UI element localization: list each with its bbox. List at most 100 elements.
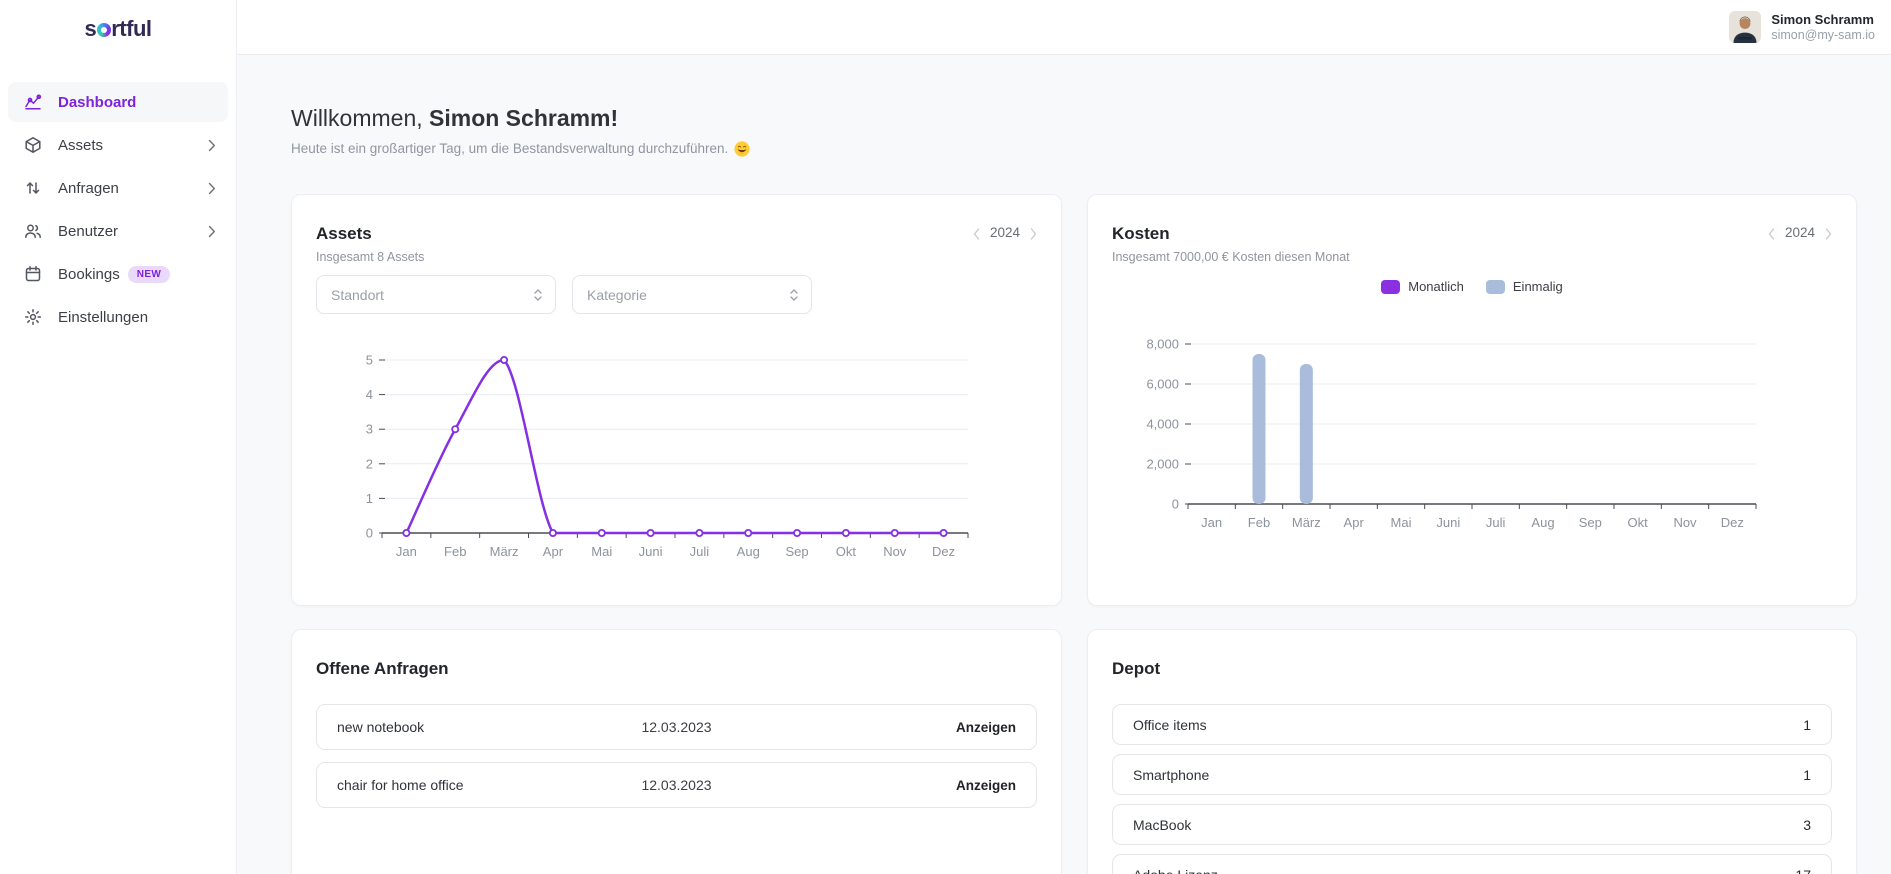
assets-year-nav: 2024: [973, 225, 1037, 240]
sidebar-item-label: Assets: [58, 136, 104, 154]
svg-text:2: 2: [366, 456, 373, 471]
welcome-user-name: Simon Schramm!: [429, 105, 619, 131]
arrows-up-down-icon: [24, 179, 42, 197]
svg-text:Juli: Juli: [1486, 515, 1506, 530]
logo-text-suffix: rtful: [111, 16, 152, 41]
brand-logo: s rtful: [8, 16, 228, 42]
new-badge: NEW: [127, 265, 171, 283]
anzeigen-button[interactable]: Anzeigen: [955, 719, 1016, 735]
svg-text:4,000: 4,000: [1146, 417, 1179, 432]
sidebar-item-bookings[interactable]: Bookings NEW: [8, 254, 228, 294]
logo-text-prefix: s: [84, 16, 97, 41]
sidebar-item-benutzer[interactable]: Benutzer: [8, 211, 228, 251]
sidebar-item-label: Benutzer: [58, 222, 119, 240]
chevron-right-icon: [208, 225, 216, 238]
calendar-icon: [24, 265, 42, 283]
svg-text:Jan: Jan: [1201, 515, 1222, 530]
svg-text:Okt: Okt: [836, 544, 857, 559]
welcome-subtitle: Heute ist ein großartiger Tag, um die Be…: [291, 140, 1857, 158]
kategorie-select-placeholder: Kategorie: [587, 286, 647, 303]
depot-row: Smartphone 1: [1112, 754, 1832, 795]
anfrage-row: new notebook 12.03.2023 Anzeigen: [316, 704, 1037, 750]
year-next-button[interactable]: [1030, 227, 1037, 240]
legend-label: Einmalig: [1512, 279, 1563, 294]
svg-text:0: 0: [366, 526, 373, 541]
standort-select-placeholder: Standort: [331, 286, 384, 303]
select-updown-icon: [789, 287, 799, 303]
gear-icon: [24, 308, 42, 326]
monatlich-swatch: [1381, 279, 1401, 294]
svg-text:Juni: Juni: [1436, 515, 1460, 530]
sidebar-item-dashboard[interactable]: Dashboard: [8, 82, 228, 122]
depot-row: MacBook 3: [1112, 804, 1832, 845]
legend-item-einmalig: Einmalig: [1485, 279, 1563, 294]
assets-card-subtitle: Insgesamt 8 Assets: [316, 250, 425, 264]
anzeigen-button[interactable]: Anzeigen: [955, 777, 1016, 793]
depot-item-name: Office items: [1133, 716, 1207, 733]
depot-item-count: 1: [1803, 766, 1811, 783]
select-updown-icon: [533, 287, 543, 303]
depot-row: Office items 1: [1112, 704, 1832, 745]
sidebar-item-einstellungen[interactable]: Einstellungen: [8, 297, 228, 337]
legend-item-monatlich: Monatlich: [1381, 279, 1464, 294]
year-label: 2024: [989, 225, 1020, 240]
kategorie-select[interactable]: Kategorie: [572, 275, 812, 314]
year-prev-button[interactable]: [973, 227, 980, 240]
depot-item-count: 1: [1803, 716, 1811, 733]
sidebar: s rtful Dashboard Assets: [0, 0, 237, 874]
sidebar-item-label: Bookings: [58, 265, 120, 283]
svg-text:Okt: Okt: [1628, 515, 1649, 530]
dashboard-grid: Assets Insgesamt 8 Assets 2024 Stan: [291, 194, 1857, 874]
svg-text:Juni: Juni: [639, 544, 663, 559]
svg-text:Dez: Dez: [932, 544, 955, 559]
svg-text:Apr: Apr: [1344, 515, 1365, 530]
package-icon: [24, 136, 42, 154]
svg-text:Mai: Mai: [591, 544, 612, 559]
sidebar-item-anfragen[interactable]: Anfragen: [8, 168, 228, 208]
svg-text:Sep: Sep: [1579, 515, 1602, 530]
year-prev-button[interactable]: [1768, 227, 1775, 240]
svg-text:Mai: Mai: [1391, 515, 1412, 530]
assets-line-chart: 0 1 2 3 4 5 Jan Feb März Apr Mai Juni Juli Aug Sep Okt N…: [366, 353, 969, 559]
assets-filters: Standort Kategorie: [316, 275, 1037, 314]
depot-item-name: Adobe Lizenz: [1133, 867, 1795, 874]
svg-text:Aug: Aug: [737, 544, 760, 559]
kosten-card: Kosten Insgesamt 7000,00 € Kosten diesen…: [1087, 194, 1857, 606]
anfrage-date: 12.03.2023: [641, 719, 712, 735]
sidebar-nav: Dashboard Assets An: [8, 82, 228, 337]
anfragen-list: new notebook 12.03.2023 Anzeigen chair f…: [316, 704, 1037, 820]
content-column: Simon Schramm simon@my-sam.io Willkommen…: [237, 0, 1891, 874]
anfrage-date: 12.03.2023: [641, 777, 712, 793]
main-content: Willkommen, Simon Schramm! Heute ist ein…: [237, 55, 1891, 874]
users-icon: [24, 222, 42, 240]
sidebar-item-assets[interactable]: Assets: [8, 125, 228, 165]
svg-text:Dez: Dez: [1721, 515, 1744, 530]
svg-text:2,000: 2,000: [1146, 457, 1179, 472]
welcome-subtitle-text: Heute ist ein großartiger Tag, um die Be…: [291, 141, 729, 156]
year-next-button[interactable]: [1825, 227, 1832, 240]
welcome-greeting: Willkommen,: [291, 105, 423, 131]
svg-text:3: 3: [366, 422, 373, 437]
kosten-legend: Monatlich Einmalig: [1112, 279, 1832, 294]
anfragen-card-title: Offene Anfragen: [316, 659, 449, 678]
user-menu[interactable]: Simon Schramm simon@my-sam.io: [1729, 11, 1875, 43]
user-email: simon@my-sam.io: [1771, 27, 1875, 42]
assets-card: Assets Insgesamt 8 Assets 2024 Stan: [291, 194, 1062, 606]
chevron-right-icon: [208, 139, 216, 152]
laughing-emoji-icon: [734, 141, 750, 157]
dashboard-chart-icon: [24, 93, 42, 111]
logo-swirl-icon: [96, 23, 111, 37]
svg-text:1: 1: [366, 491, 373, 506]
svg-text:Nov: Nov: [1673, 515, 1697, 530]
svg-text:5: 5: [366, 353, 373, 368]
svg-text:6,000: 6,000: [1146, 377, 1179, 392]
anfrage-name: new notebook: [337, 719, 425, 735]
standort-select[interactable]: Standort: [316, 275, 556, 314]
einmalig-swatch: [1485, 279, 1505, 294]
kosten-year-nav: 2024: [1768, 225, 1832, 240]
chevron-right-icon: [208, 182, 216, 195]
kosten-bar-chart: 0 2,000 4,000 6,000 8,000 Jan Feb März Apr Mai Jun…: [1146, 337, 1757, 530]
sidebar-item-label: Einstellungen: [58, 308, 149, 326]
user-name: Simon Schramm: [1771, 11, 1874, 27]
